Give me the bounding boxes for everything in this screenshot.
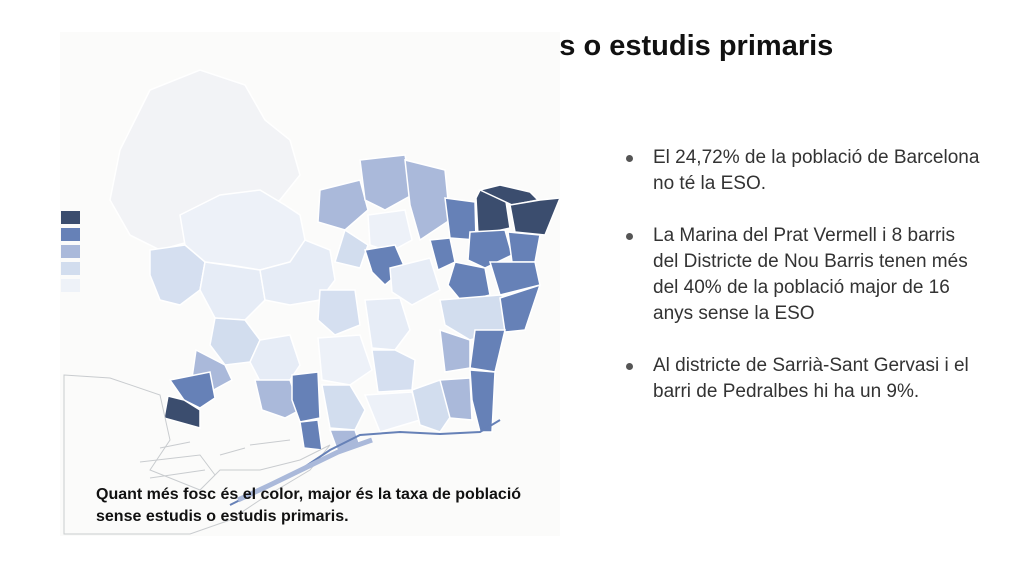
district-gracia-center (317, 289, 361, 336)
legend-swatch-dark (61, 228, 80, 241)
district-carmel (404, 159, 451, 242)
district-provencals (439, 328, 471, 373)
legend-swatch-lightest (61, 279, 80, 292)
district-horta-north (359, 154, 413, 211)
map-legend (61, 211, 80, 296)
district-horta-center (367, 209, 413, 253)
bullet-item: Al districte de Sarrià-Sant Gervasi i el… (624, 353, 984, 405)
district-la-mina (469, 329, 506, 373)
district-verneda (499, 283, 542, 333)
bullet-list: El 24,72% de la població de Barcelona no… (624, 145, 984, 431)
district-fort-pienc (363, 391, 421, 433)
district-marina-west (168, 371, 216, 409)
district-vila-olimpica (439, 377, 473, 421)
district-vallbona (509, 197, 560, 236)
district-trinitat (507, 231, 541, 263)
legend-swatch-light (61, 262, 80, 275)
district-diagonal-mar (469, 369, 496, 433)
district-verdun (475, 189, 511, 236)
district-sant-antoni (291, 371, 321, 423)
bullet-item: El 24,72% de la població de Barcelona no… (624, 145, 984, 197)
district-eixample-right (321, 384, 366, 431)
district-porta (429, 237, 456, 272)
bullet-dot-icon (626, 233, 633, 240)
district-sagrada-familia (364, 297, 411, 351)
bullet-item: La Marina del Prat Vermell i 8 barris de… (624, 223, 984, 327)
district-baix-guinardo (389, 257, 441, 306)
district-eixample-center (317, 334, 373, 386)
district-pedralbes (149, 244, 206, 306)
choropleth-map (63, 69, 560, 535)
bullet-dot-icon (626, 363, 633, 370)
bullet-text: Al districte de Sarrià-Sant Gervasi i el… (653, 355, 969, 402)
district-eixample-left (254, 379, 301, 419)
district-guinardo (334, 228, 369, 269)
port-piers (139, 439, 291, 479)
bullet-text: La Marina del Prat Vermell i 8 barris de… (653, 225, 968, 324)
port-outline (63, 374, 331, 535)
district-gracia-upper (259, 239, 336, 306)
legend-swatch-darkest (61, 211, 80, 224)
bullet-dot-icon (626, 155, 633, 162)
district-sarria (199, 261, 266, 321)
district-ciutat-meridiana (477, 184, 540, 206)
district-camp-arpa (371, 349, 416, 393)
map-color-note: Quant més fosc és el color, major és la … (96, 486, 522, 525)
district-barceloneta (299, 419, 323, 451)
district-horta-west (317, 179, 369, 231)
beach-strip (236, 437, 373, 503)
bullet-text: El 24,72% de la població de Barcelona no… (653, 147, 980, 194)
legend-swatch-medium (61, 245, 80, 258)
